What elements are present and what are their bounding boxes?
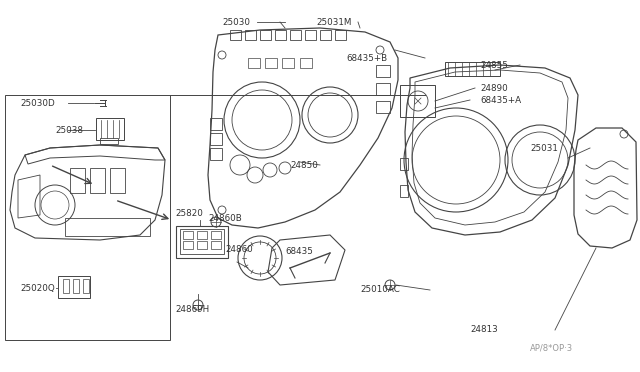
Bar bbox=[400, 185, 408, 197]
Bar bbox=[282, 58, 294, 68]
Bar bbox=[70, 168, 85, 193]
Bar bbox=[100, 138, 118, 144]
Bar bbox=[73, 279, 79, 293]
Bar bbox=[376, 83, 390, 95]
Text: 25038: 25038 bbox=[55, 125, 83, 135]
Text: 25820: 25820 bbox=[175, 208, 203, 218]
Bar bbox=[65, 218, 150, 236]
Text: 25020Q: 25020Q bbox=[20, 283, 55, 292]
Bar bbox=[260, 30, 271, 40]
Bar bbox=[305, 30, 316, 40]
Bar bbox=[290, 30, 301, 40]
Bar bbox=[183, 241, 193, 249]
Bar bbox=[96, 118, 124, 140]
Bar bbox=[265, 58, 277, 68]
Bar bbox=[230, 30, 241, 40]
Text: 25031M: 25031M bbox=[316, 17, 351, 26]
Bar bbox=[197, 241, 207, 249]
Bar bbox=[183, 231, 193, 239]
Bar bbox=[376, 65, 390, 77]
Bar bbox=[275, 30, 286, 40]
Text: 24850: 24850 bbox=[290, 160, 318, 170]
Bar bbox=[210, 133, 222, 145]
Bar bbox=[176, 226, 228, 258]
Text: 24860B: 24860B bbox=[208, 214, 242, 222]
Bar bbox=[58, 276, 90, 298]
Bar bbox=[245, 30, 256, 40]
Bar bbox=[210, 148, 222, 160]
Bar bbox=[445, 62, 500, 76]
Bar bbox=[83, 279, 89, 293]
Bar bbox=[400, 85, 435, 117]
Bar bbox=[400, 158, 408, 170]
Bar bbox=[63, 279, 69, 293]
Text: 24860: 24860 bbox=[225, 246, 253, 254]
Bar bbox=[210, 118, 222, 130]
Text: 24890: 24890 bbox=[480, 83, 508, 93]
Text: AP/8*OP·3: AP/8*OP·3 bbox=[530, 343, 573, 353]
Text: 24869H: 24869H bbox=[175, 305, 209, 314]
Bar bbox=[300, 58, 312, 68]
Text: 25030: 25030 bbox=[222, 17, 250, 26]
Bar bbox=[320, 30, 331, 40]
Text: 25030D: 25030D bbox=[20, 99, 55, 108]
Text: 25010AC: 25010AC bbox=[360, 285, 400, 295]
Text: 68435+A: 68435+A bbox=[480, 96, 521, 105]
Bar bbox=[180, 229, 224, 254]
Bar bbox=[211, 241, 221, 249]
Bar bbox=[197, 231, 207, 239]
Bar bbox=[376, 101, 390, 113]
Bar bbox=[248, 58, 260, 68]
Text: 68435: 68435 bbox=[285, 247, 313, 257]
Bar bbox=[211, 231, 221, 239]
Bar bbox=[110, 168, 125, 193]
Bar bbox=[5, 95, 170, 340]
Text: 24855: 24855 bbox=[480, 61, 508, 70]
Text: 25031: 25031 bbox=[530, 144, 558, 153]
Bar bbox=[335, 30, 346, 40]
Text: 24813: 24813 bbox=[470, 326, 498, 334]
Bar bbox=[90, 168, 105, 193]
Text: 68435+B: 68435+B bbox=[347, 54, 388, 62]
